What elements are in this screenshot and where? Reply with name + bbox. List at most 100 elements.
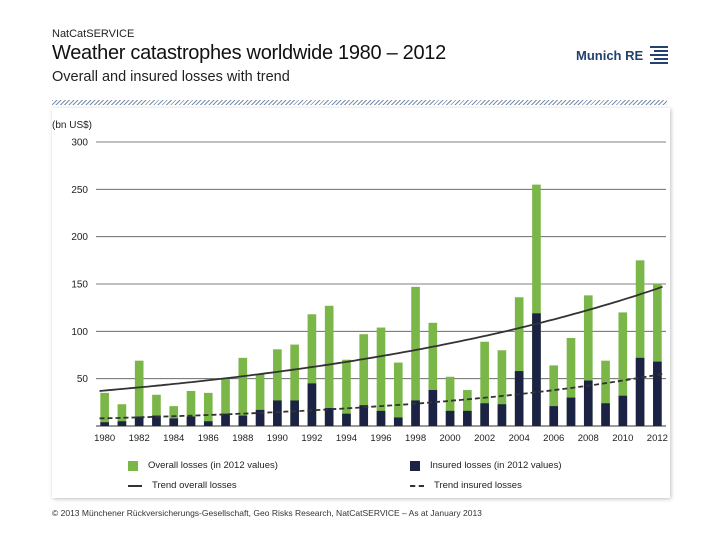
trend-insured-line <box>99 373 663 420</box>
source-label: NatCatSERVICE <box>52 28 135 40</box>
overall-loss-bar <box>618 312 628 426</box>
insured-loss-bar <box>203 421 213 426</box>
overall-loss-bar <box>324 305 334 426</box>
x-tick-label: 2002 <box>474 433 495 444</box>
overall-loss-bar <box>117 404 127 426</box>
legend-swatch-trend-insured <box>410 484 424 487</box>
overall-loss-bar <box>152 394 161 426</box>
logo-text: Munich RE <box>576 47 644 63</box>
insured-loss-bar <box>480 403 489 426</box>
y-tick-label: 200 <box>71 232 88 243</box>
x-tick-label: 1998 <box>405 433 426 444</box>
insured-loss-bar <box>653 361 662 426</box>
insured-loss-bar <box>411 400 420 426</box>
y-tick-label: 50 <box>77 374 89 385</box>
x-tick-label: 1988 <box>232 433 253 444</box>
insured-loss-bar <box>445 410 455 426</box>
munich-re-mark-icon <box>650 46 669 64</box>
insured-loss-bar <box>393 417 403 426</box>
insured-loss-bar <box>117 421 127 426</box>
insured-loss-bar <box>583 380 593 426</box>
overall-loss-bar <box>307 314 317 426</box>
legend-item-trend-insured: Trend insured losses <box>410 480 522 491</box>
insured-loss-bar <box>635 357 645 426</box>
overall-loss-bar <box>359 334 369 426</box>
legend-item-trend-overall: Trend overall losses <box>128 480 237 491</box>
legend-item-overall: Overall losses (in 2012 values) <box>128 460 278 471</box>
overall-loss-bar <box>186 390 196 426</box>
x-tick-label: 2006 <box>543 433 564 444</box>
legend-label-trend-insured: Trend insured losses <box>434 480 522 491</box>
insured-loss-bar <box>169 418 179 426</box>
y-tick-label: 100 <box>71 327 88 338</box>
overall-loss-bar <box>273 349 282 426</box>
insured-loss-bar <box>618 395 628 426</box>
overall-loss-bar <box>497 350 507 426</box>
overall-loss-bar <box>514 297 524 426</box>
overall-loss-bar <box>342 359 351 426</box>
insured-loss-bar <box>324 408 334 426</box>
copyright-footer: © 2013 Münchener Rückversicherungs-Gesel… <box>52 508 482 518</box>
overall-loss-bar <box>653 284 662 426</box>
x-tick-label: 2008 <box>578 433 599 444</box>
insured-loss-bar <box>376 410 386 426</box>
x-tick-label: 2000 <box>440 433 461 444</box>
insured-loss-bar <box>221 413 230 426</box>
overall-loss-bar <box>393 362 403 426</box>
insured-loss-bar <box>307 383 317 426</box>
overall-loss-bar <box>583 295 593 426</box>
overall-loss-bar <box>549 365 559 426</box>
insured-loss-bar <box>463 410 472 426</box>
insured-loss-bar <box>100 422 109 426</box>
legend-label-overall: Overall losses (in 2012 values) <box>148 460 278 471</box>
overall-loss-bar <box>376 327 386 426</box>
overall-loss-bar <box>445 376 455 426</box>
y-tick-label: 300 <box>71 138 88 149</box>
insured-loss-bar <box>532 313 541 426</box>
legend-item-insured: Insured losses (in 2012 values) <box>410 460 562 471</box>
legend-swatch-trend-overall <box>128 484 142 487</box>
insured-loss-bar <box>273 400 282 426</box>
y-axis-unit-label: (bn US$) <box>52 120 93 131</box>
overall-loss-bar <box>480 341 489 426</box>
overall-loss-bar <box>100 392 109 426</box>
x-tick-label: 1996 <box>370 433 391 444</box>
chart-panel <box>52 108 670 498</box>
x-tick-label: 2012 <box>647 433 668 444</box>
overall-loss-bar <box>428 322 438 426</box>
x-tick-label: 2004 <box>509 433 530 444</box>
insured-loss-bar <box>342 413 351 426</box>
overall-loss-bar <box>221 378 230 426</box>
insured-loss-bar <box>601 403 610 426</box>
trend-overall-line <box>99 285 663 392</box>
page-title: Weather catastrophes worldwide 1980 – 20… <box>52 42 446 64</box>
overall-loss-bar <box>566 337 576 426</box>
overall-loss-bar <box>635 260 645 426</box>
x-tick-label: 1984 <box>163 433 184 444</box>
header-divider <box>52 100 667 105</box>
insured-loss-bar <box>514 371 524 426</box>
x-tick-label: 1990 <box>267 433 288 444</box>
overall-loss-bar <box>411 286 420 426</box>
y-tick-label: 150 <box>71 280 88 291</box>
x-tick-label: 1992 <box>301 433 322 444</box>
x-tick-label: 1994 <box>336 433 357 444</box>
x-tick-label: 1982 <box>129 433 150 444</box>
overall-loss-bar <box>601 360 610 426</box>
x-tick-label: 1986 <box>198 433 219 444</box>
legend-swatch-overall <box>128 460 138 471</box>
munich-re-logo: Munich RE <box>576 44 670 66</box>
insured-loss-bar <box>566 397 576 426</box>
x-tick-label: 1980 <box>94 433 115 444</box>
insured-loss-bar <box>290 400 299 426</box>
y-tick-label: 250 <box>71 185 88 196</box>
legend-label-trend-overall: Trend overall losses <box>152 480 237 491</box>
insured-loss-bar <box>238 415 248 426</box>
chart-legend: Overall losses (in 2012 values) Insured … <box>128 458 648 498</box>
overall-loss-bar <box>463 390 472 426</box>
page-subtitle: Overall and insured losses with trend <box>52 69 290 85</box>
overall-loss-bar <box>238 357 248 426</box>
x-tick-label: 2010 <box>612 433 633 444</box>
insured-loss-bar <box>359 405 369 426</box>
overall-loss-bar <box>290 344 299 426</box>
